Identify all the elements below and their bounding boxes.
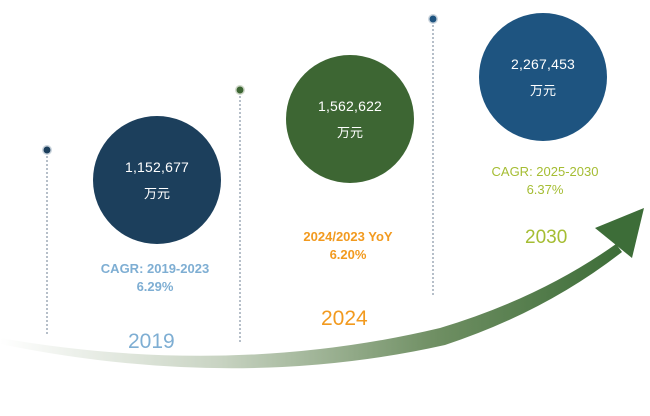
- value-label-2030: 2,267,453: [510, 55, 576, 72]
- stat-2030: CAGR: 2025-2030 6.37%: [470, 163, 620, 199]
- stat-2019: CAGR: 2019-2023 6.29%: [80, 260, 230, 296]
- growth-arrow-band: [0, 244, 622, 369]
- year-label-2030: 2030: [525, 227, 568, 248]
- pin-head-2030: [428, 14, 438, 24]
- pin-head-2019: [42, 145, 52, 155]
- year-label-2024: 2024: [321, 307, 368, 330]
- unit-label-2019: 万元: [143, 186, 170, 202]
- stat-2024: 2024/2023 YoY 6.20%: [278, 228, 418, 264]
- bubble-2030: 2,267,453 万元: [479, 13, 607, 141]
- stat-2019-line1: CAGR: 2019-2023: [100, 261, 210, 276]
- stat-2024-line2: 6.20%: [329, 247, 367, 262]
- growth-arrow-head: [595, 208, 644, 258]
- unit-label-2024: 万元: [336, 125, 363, 141]
- bubble-2024: 1,562,622 万元: [286, 55, 414, 183]
- stat-2024-line1: 2024/2023 YoY: [303, 229, 393, 244]
- pin-head-2024: [235, 85, 245, 95]
- bubble-2019: 1,152,677 万元: [93, 116, 221, 244]
- year-label-2019: 2019: [128, 330, 175, 353]
- stat-2030-line2: 6.37%: [526, 182, 564, 197]
- stat-2019-line2: 6.29%: [136, 279, 174, 294]
- unit-label-2030: 万元: [529, 83, 556, 99]
- value-label-2024: 1,562,622: [317, 97, 383, 114]
- value-label-2019: 1,152,677: [124, 158, 190, 175]
- stat-2030-line1: CAGR: 2025-2030: [491, 164, 599, 179]
